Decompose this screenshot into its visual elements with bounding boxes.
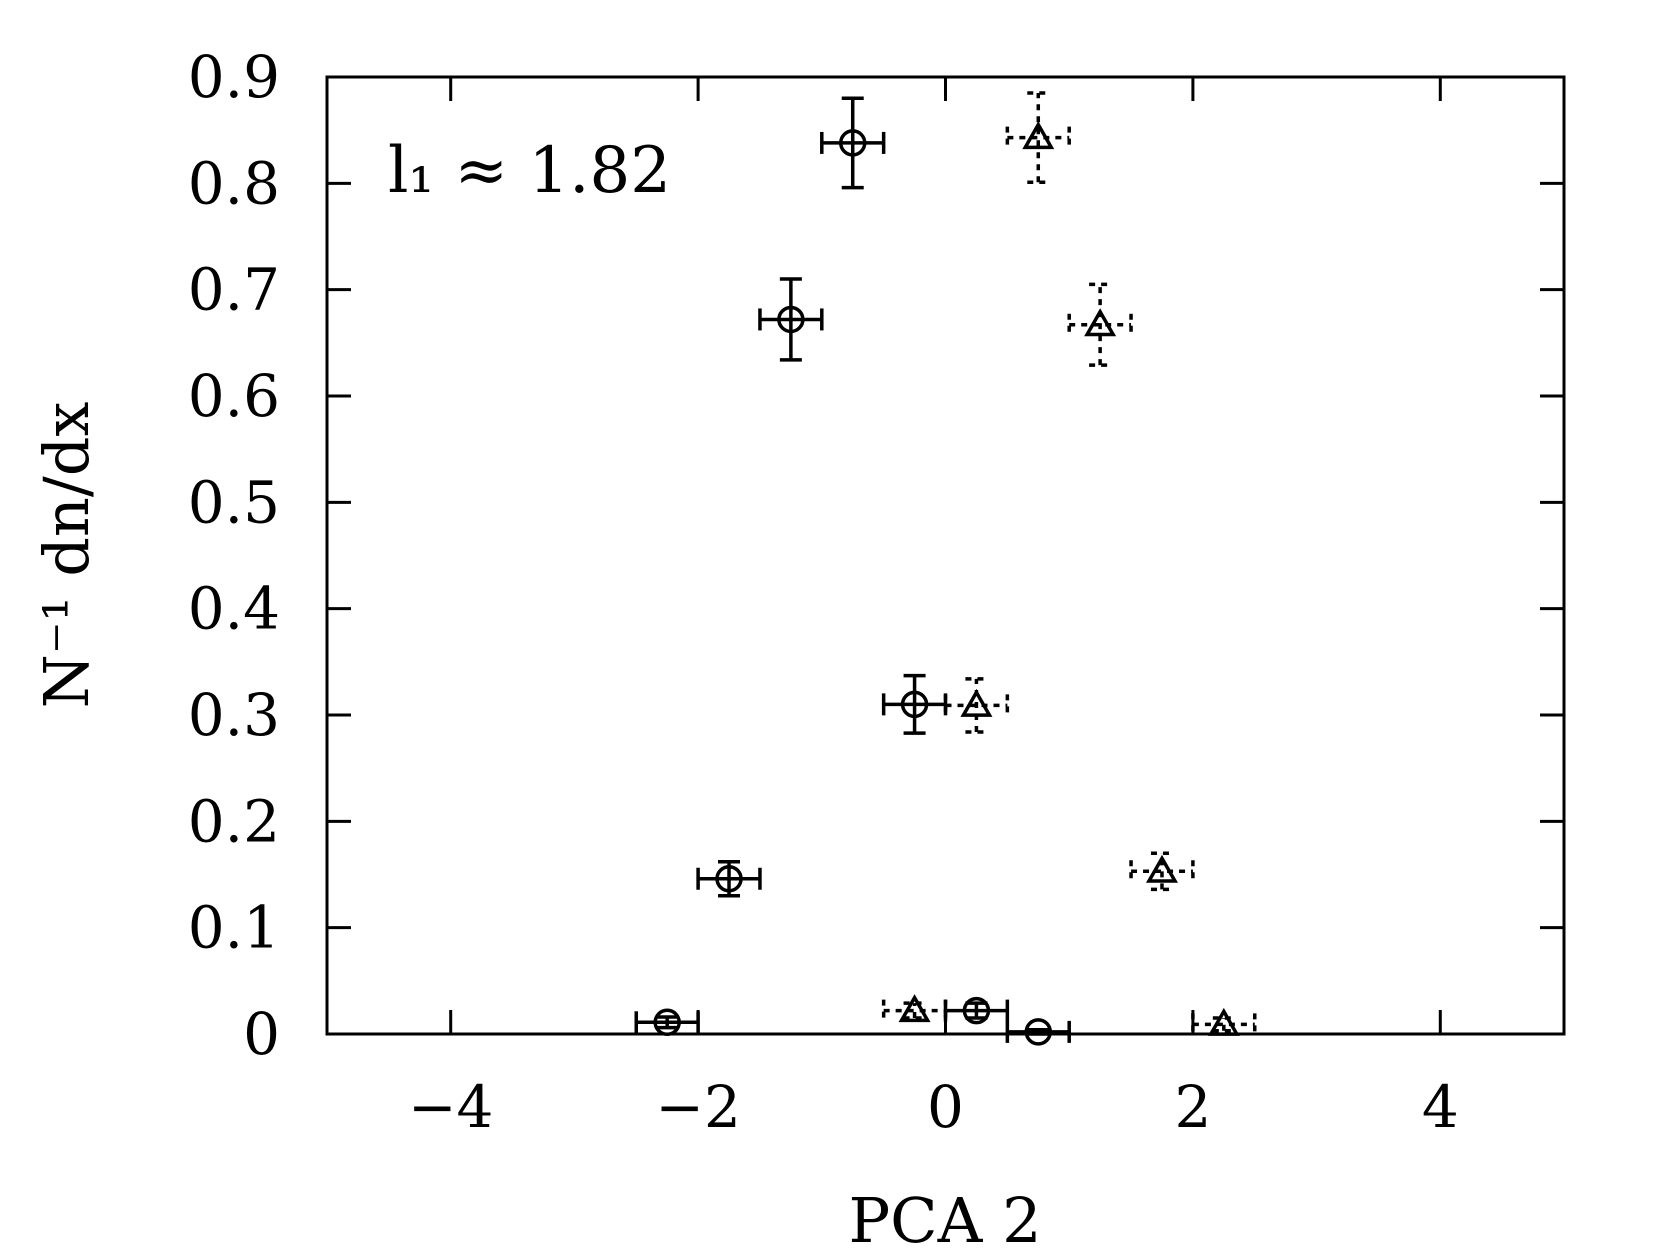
series-2 — [881, 91, 1257, 1036]
triangle-marker — [1084, 308, 1117, 337]
circle-marker — [962, 996, 991, 1025]
data-marks — [634, 91, 1257, 1046]
triangle-marker — [1145, 854, 1178, 883]
y-tick-label: 0.9 — [188, 43, 280, 111]
y-tick-label: 0.1 — [188, 894, 280, 962]
y-tick-label: 0.5 — [188, 468, 280, 536]
triangle-marker — [898, 994, 931, 1023]
tick-labels: −4 −2 0 2 4 0 0.1 0.2 0.3 0.4 0.5 0.6 0.7 0.8 0.9 — [188, 43, 1459, 1141]
data-point — [696, 859, 762, 898]
data-point — [634, 1008, 700, 1037]
x-tick-label: 4 — [1422, 1073, 1459, 1141]
y-tick-label: 0.8 — [188, 149, 280, 217]
x-tick-label: 0 — [927, 1073, 964, 1141]
circle-marker — [900, 690, 929, 719]
y-tick-label: 0.7 — [188, 256, 280, 324]
data-point — [1129, 851, 1195, 892]
circle-marker — [777, 305, 805, 334]
plot-frame — [325, 75, 1566, 1036]
data-point — [1005, 91, 1071, 185]
y-tick-label: 0.2 — [188, 787, 280, 855]
circle-marker — [838, 129, 867, 157]
triangle-marker — [960, 688, 993, 717]
data-point — [1067, 282, 1133, 367]
y-tick-label: 0 — [243, 1000, 280, 1068]
series-1 — [634, 96, 1071, 1046]
data-point — [820, 96, 886, 190]
y-tick-label: 0.4 — [188, 575, 280, 643]
y-tick-label: 0.6 — [188, 362, 280, 430]
x-axis-title: PCA 2 — [848, 1184, 1041, 1257]
circle-marker — [1024, 1018, 1053, 1046]
data-point — [943, 677, 1010, 734]
annotation-label: l₁ ≈ 1.82 — [388, 134, 671, 208]
triangle-marker — [1022, 121, 1055, 150]
data-point — [881, 994, 948, 1023]
y-axis-title: N⁻¹ dn/dx — [30, 402, 103, 709]
x-tick-label: 2 — [1174, 1073, 1211, 1141]
y-tick-label: 0.3 — [188, 681, 280, 749]
circle-marker — [715, 865, 743, 893]
x-tick-label: −4 — [408, 1073, 494, 1141]
x-tick-label: −2 — [655, 1073, 741, 1141]
data-point — [758, 277, 824, 362]
